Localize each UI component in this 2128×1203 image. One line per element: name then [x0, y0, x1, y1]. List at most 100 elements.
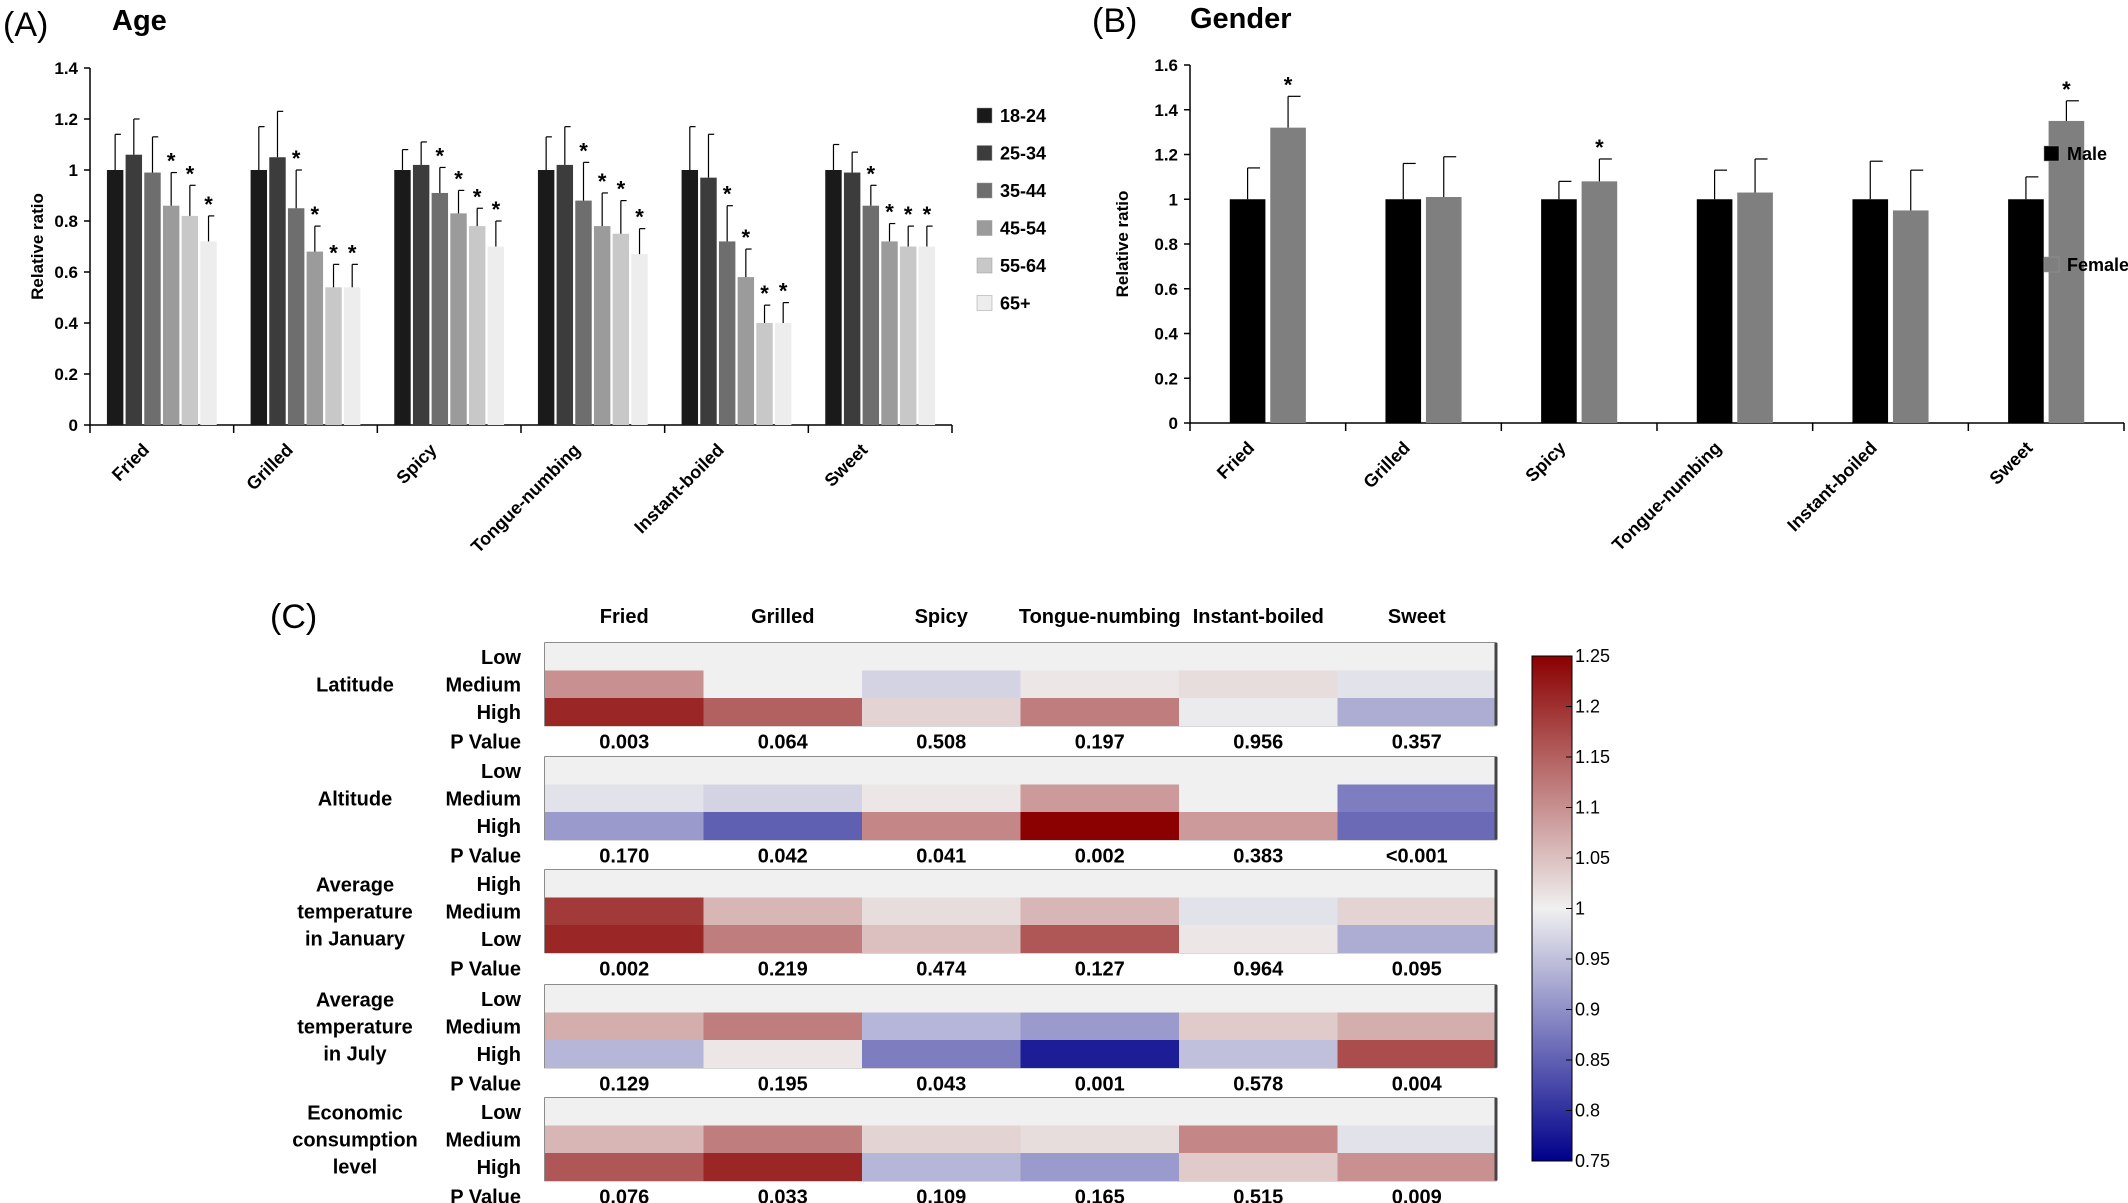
heatmap-cell-economic-consumption-level-high-sweet	[1337, 1153, 1497, 1181]
heatmap-column-header-fried: Fried	[600, 606, 649, 628]
b-bar-sweet-male	[2008, 199, 2044, 423]
colorbar-tick-label: 1.1	[1575, 798, 1600, 818]
heatmap-pvalue-instant-boiled: 0.956	[1233, 732, 1283, 754]
heatmap-cell-economic-consumption-level-high-grilled	[703, 1153, 863, 1181]
a-significance-marker: *	[492, 197, 501, 222]
heatmap-pvalue-label: P Value	[450, 732, 521, 754]
heatmap-pvalue-spicy: 0.508	[916, 732, 966, 754]
a-bar-tongue-numbing-35-44	[575, 200, 592, 425]
heatmap-cell-average-temperature-in-july-medium-spicy	[862, 1012, 1021, 1041]
b-bar-tongue-numbing-male	[1696, 199, 1733, 423]
b-bar-spicy-male	[1541, 199, 1577, 423]
heatmap-group-label-average-temperature-in-january: temperature	[297, 901, 413, 923]
a-bar-tongue-numbing-25-34	[556, 164, 574, 425]
b-bar-instant-boiled-male	[1852, 199, 1889, 423]
b-y-tick-label: 1	[1169, 190, 1178, 209]
a-legend-swatch-65	[976, 295, 993, 311]
heatmap-group-label-economic-consumption-level: consumption	[292, 1129, 418, 1151]
heatmap-cell-economic-consumption-level-high-instant-boiled	[1179, 1153, 1338, 1181]
heatmap-pvalue-tongue-numbing: 0.127	[1075, 959, 1125, 981]
heatmap-cell-economic-consumption-level-low-tongue-numbing	[1020, 1098, 1180, 1126]
a-legend-swatch-25-34	[976, 145, 993, 161]
a-significance-marker: *	[617, 177, 626, 202]
heatmap-pvalue-grilled: 0.042	[758, 846, 808, 868]
heatmap-cell-altitude-medium-instant-boiled	[1179, 784, 1338, 813]
heatmap-cell-average-temperature-in-july-medium-tongue-numbing	[1020, 1012, 1180, 1041]
a-significance-marker: *	[454, 166, 463, 191]
heatmap-cell-economic-consumption-level-low-instant-boiled	[1179, 1098, 1338, 1126]
a-y-tick-label: 1.4	[54, 59, 78, 78]
heatmap-cell-altitude-high-spicy	[862, 812, 1021, 840]
heatmap-cell-latitude-medium-instant-boiled	[1179, 670, 1338, 699]
a-legend-swatch-55-64	[976, 257, 993, 274]
heatmap-cell-latitude-medium-grilled	[703, 670, 863, 699]
heatmap-pvalue-fried: 0.170	[599, 846, 649, 868]
heatmap-cell-altitude-low-fried	[545, 757, 704, 785]
b-bar-fried-female	[1270, 127, 1306, 424]
a-significance-marker: *	[186, 161, 195, 186]
b-panel-letter: (B)	[1092, 2, 1137, 40]
heatmap-pvalue-sweet: <0.001	[1386, 846, 1448, 868]
heatmap-cell-average-temperature-in-january-low-grilled	[703, 925, 863, 953]
a-category-label-grilled: Grilled	[242, 440, 296, 494]
heatmap-pvalue-instant-boiled: 0.383	[1233, 846, 1283, 868]
colorbar-tick-label: 0.75	[1575, 1151, 1610, 1171]
heatmap-group-label-latitude: Latitude	[316, 674, 394, 696]
heatmap-cell-average-temperature-in-january-medium-instant-boiled	[1179, 897, 1338, 926]
a-bar-grilled-35-44	[287, 208, 305, 425]
a-category-label-fried: Fried	[108, 440, 153, 485]
heatmap-cell-average-temperature-in-january-medium-fried	[545, 897, 704, 926]
a-bar-sweet-65	[918, 246, 936, 425]
heatmap-cell-average-temperature-in-january-low-spicy	[862, 925, 1021, 953]
a-y-tick-label: 0	[69, 416, 78, 435]
a-significance-marker: *	[904, 202, 913, 227]
a-bar-grilled-18-24	[250, 170, 268, 425]
heatmap-cell-latitude-medium-spicy	[862, 670, 1021, 699]
colorbar	[1531, 655, 1573, 1162]
b-chart-title: Gender	[1190, 3, 1292, 35]
colorbar-tick-label: 0.85	[1575, 1050, 1610, 1070]
heatmap-pvalue-tongue-numbing: 0.197	[1075, 732, 1125, 754]
a-bar-spicy-45-54	[450, 213, 467, 425]
heatmap-group-label-altitude: Altitude	[318, 788, 392, 810]
heatmap-pvalue-fried: 0.003	[599, 732, 649, 754]
heatmap-cell-latitude-low-tongue-numbing	[1020, 643, 1180, 671]
heatmap-cell-average-temperature-in-january-low-instant-boiled	[1179, 925, 1338, 953]
a-significance-marker: *	[436, 143, 445, 168]
heatmap-cell-latitude-medium-fried	[545, 670, 704, 699]
a-bar-spicy-25-34	[412, 164, 430, 425]
a-legend-label-35-44: 35-44	[1000, 181, 1046, 201]
heatmap-pvalue-spicy: 0.474	[916, 959, 967, 981]
b-y-tick-label: 0.4	[1154, 325, 1178, 344]
b-significance-marker: *	[1595, 135, 1604, 160]
heatmap-cell-average-temperature-in-january-medium-spicy	[862, 897, 1021, 926]
b-category-label-instant-boiled: Instant-boiled	[1783, 438, 1881, 536]
colorbar-tick-label: 1.05	[1575, 848, 1610, 868]
b-category-label-fried: Fried	[1213, 438, 1258, 483]
heatmap-cell-latitude-medium-sweet	[1337, 670, 1497, 699]
heatmap-cell-average-temperature-in-july-high-grilled	[703, 1040, 863, 1068]
a-y-tick-label: 0.6	[54, 263, 78, 282]
a-bar-fried-35-44	[144, 172, 161, 425]
a-significance-marker: *	[598, 169, 607, 194]
a-significance-marker: *	[867, 161, 876, 186]
colorbar-tick-label: 0.9	[1575, 1000, 1600, 1020]
heatmap-cell-average-temperature-in-january-medium-sweet	[1337, 897, 1497, 926]
heatmap-cell-average-temperature-in-july-low-spicy	[862, 985, 1021, 1013]
heatmap-cell-average-temperature-in-july-low-instant-boiled	[1179, 985, 1338, 1013]
heatmap-cell-altitude-low-spicy	[862, 757, 1021, 785]
heatmap-pvalue-spicy: 0.109	[916, 1187, 966, 1203]
a-category-label-instant-boiled: Instant-boiled	[630, 440, 728, 538]
b-legend-swatch-female	[2043, 256, 2060, 273]
heatmap-cell-average-temperature-in-july-medium-instant-boiled	[1179, 1012, 1338, 1041]
heatmap-pvalue-sweet: 0.009	[1392, 1187, 1442, 1203]
heatmap-cell-altitude-medium-fried	[545, 784, 704, 813]
b-category-label-grilled: Grilled	[1359, 438, 1413, 492]
heatmap-cell-average-temperature-in-july-high-tongue-numbing	[1020, 1040, 1180, 1068]
a-bar-sweet-45-54	[881, 241, 898, 425]
heatmap-cell-economic-consumption-level-low-sweet	[1337, 1098, 1497, 1126]
heatmap-cell-altitude-low-tongue-numbing	[1020, 757, 1180, 785]
a-bar-fried-55-64	[181, 215, 199, 425]
b-y-axis-label: Relative ratio	[1113, 191, 1132, 298]
heatmap-cell-economic-consumption-level-medium-spicy	[862, 1125, 1021, 1154]
